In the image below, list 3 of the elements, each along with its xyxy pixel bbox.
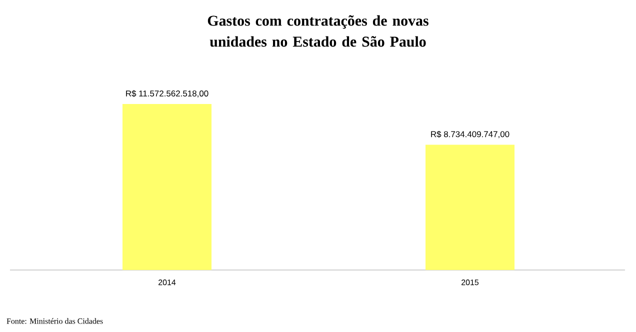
data-label: R$ 8.734.409.747,00 bbox=[431, 130, 510, 138]
chart-title: Gastos com contratações de novas unidades no Estado de São Paulo bbox=[208, 15, 428, 47]
data-label: R$ 11.572.562.518,00 bbox=[126, 90, 208, 98]
